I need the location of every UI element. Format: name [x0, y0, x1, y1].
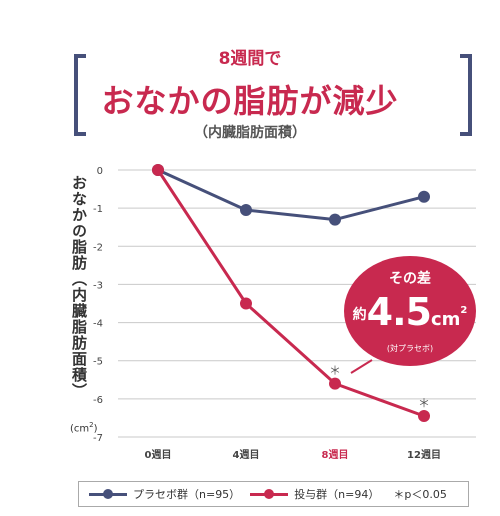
- x-tick-label: 12週目: [407, 449, 441, 461]
- data-point: [329, 213, 341, 226]
- callout-note: (対プラセボ): [386, 344, 434, 353]
- legend-item-placebo: プラセボ群（n=95）: [89, 486, 240, 502]
- x-tick-label: 0週目: [145, 449, 172, 461]
- callout-unit: cm: [430, 309, 461, 330]
- y-tick-label: -7: [93, 433, 103, 444]
- series-line: [156, 169, 425, 418]
- x-tick-label: 8週目: [322, 449, 349, 461]
- title-note: （内臓脂肪面積）: [194, 125, 306, 141]
- data-point: [418, 190, 430, 203]
- y-axis-label: おなかの脂肪（内臓脂肪面積）: [70, 175, 88, 399]
- callout-unit-sup: 2: [460, 305, 468, 316]
- y-tick-label: -4: [93, 319, 103, 330]
- y-tick-label: -1: [93, 204, 103, 215]
- y-tick-label: -5: [93, 357, 103, 368]
- data-point: [240, 297, 252, 310]
- data-point: [240, 204, 252, 217]
- chart-subtitle: 8週間で: [218, 49, 282, 69]
- callout-heading: その差: [389, 271, 431, 287]
- y-tick-label: -3: [93, 280, 103, 291]
- callout-prefix: 約: [352, 307, 367, 323]
- data-point: [152, 164, 164, 176]
- y-tick-label: -2: [93, 242, 103, 253]
- difference-callout: その差 約4.5cm2 (対プラセボ): [344, 256, 476, 366]
- data-point: [418, 410, 430, 423]
- legend-treatment-swatch: [250, 488, 289, 499]
- chart-title: おなかの脂肪が減少: [101, 82, 399, 120]
- series-line: [157, 168, 425, 222]
- callout-value-row: 約4.5cm2: [344, 290, 476, 334]
- y-tick-label: 0: [97, 166, 103, 177]
- callout-value: 4.5: [366, 290, 432, 334]
- x-tick-label: 4週目: [233, 449, 260, 461]
- right-bracket: [460, 54, 472, 136]
- chart-legend: プラセボ群（n=95） 投与群（n=94） ＊p＜0.05: [78, 481, 469, 507]
- data-point: [329, 377, 341, 390]
- legend-placebo-swatch: [89, 488, 127, 499]
- legend-significance: ＊p＜0.05: [393, 488, 447, 501]
- legend-placebo-label: プラセボ群（n=95）: [133, 488, 241, 501]
- y-axis-unit: (cm2): [70, 421, 98, 435]
- legend-item-treatment: 投与群（n=94）: [250, 486, 379, 502]
- callout-pointer: [350, 359, 373, 374]
- significance-mark: ＊: [329, 364, 341, 378]
- legend-treatment-label: 投与群（n=94）: [294, 488, 380, 501]
- y-tick-label: -6: [93, 395, 103, 406]
- significance-mark: ＊: [418, 396, 430, 410]
- left-bracket: [74, 54, 86, 136]
